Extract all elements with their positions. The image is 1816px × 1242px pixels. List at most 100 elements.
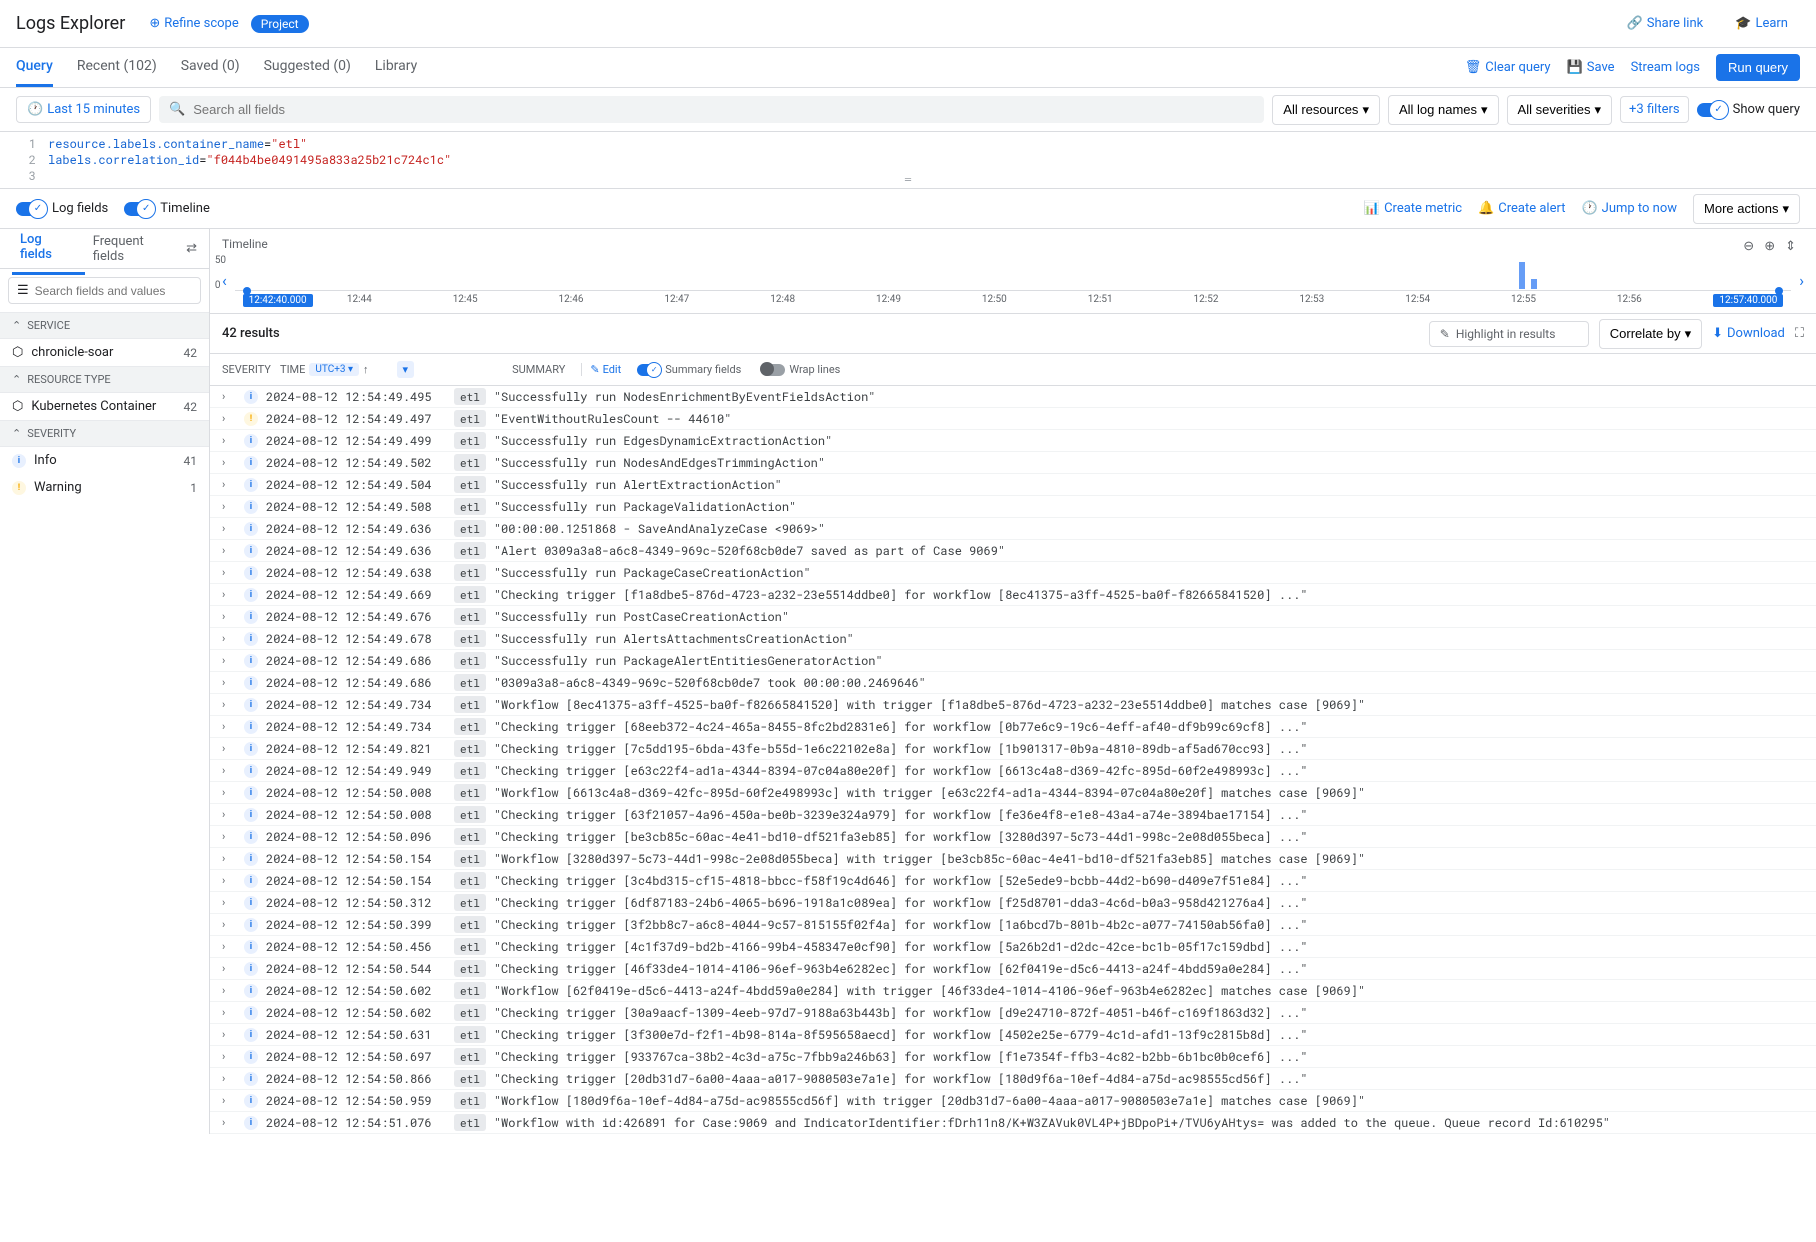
expand-row-icon[interactable]: › bbox=[222, 940, 236, 953]
expand-row-icon[interactable]: › bbox=[222, 500, 236, 513]
tab-query[interactable]: Query bbox=[16, 48, 53, 87]
sidebar-item-warning[interactable]: ! Warning 1 bbox=[0, 474, 209, 501]
correlate-dropdown[interactable]: Correlate by ▾ bbox=[1599, 319, 1702, 349]
expand-row-icon[interactable]: › bbox=[222, 610, 236, 623]
log-row[interactable]: ›i2024-08-12 12:54:50.544etl"Checking tr… bbox=[210, 958, 1816, 980]
summary-fields-toggle[interactable]: Summary fields bbox=[637, 363, 741, 376]
section-resource-type[interactable]: ⌃RESOURCE TYPE bbox=[0, 366, 209, 393]
expand-row-icon[interactable]: › bbox=[222, 1072, 236, 1085]
sidebar-search-input[interactable] bbox=[35, 284, 192, 298]
expand-row-icon[interactable]: › bbox=[222, 1116, 236, 1129]
th-severity[interactable]: SEVERITY bbox=[222, 363, 272, 376]
expand-row-icon[interactable]: › bbox=[222, 566, 236, 579]
log-row[interactable]: ›i2024-08-12 12:54:50.959etl"Workflow [1… bbox=[210, 1090, 1816, 1112]
severities-dropdown[interactable]: All severities ▾ bbox=[1507, 95, 1613, 125]
expand-row-icon[interactable]: › bbox=[222, 852, 236, 865]
log-row[interactable]: ›!2024-08-12 12:54:49.497etl"EventWithou… bbox=[210, 408, 1816, 430]
expand-row-icon[interactable]: › bbox=[222, 786, 236, 799]
expand-row-icon[interactable]: › bbox=[222, 918, 236, 931]
expand-row-icon[interactable]: › bbox=[222, 874, 236, 887]
log-row[interactable]: ›i2024-08-12 12:54:49.678etl"Successfull… bbox=[210, 628, 1816, 650]
log-row[interactable]: ›i2024-08-12 12:54:50.008etl"Workflow [6… bbox=[210, 782, 1816, 804]
expand-row-icon[interactable]: › bbox=[222, 1050, 236, 1063]
log-row[interactable]: ›i2024-08-12 12:54:50.096etl"Checking tr… bbox=[210, 826, 1816, 848]
search-input[interactable] bbox=[193, 102, 1254, 117]
expand-row-icon[interactable]: › bbox=[222, 1006, 236, 1019]
create-alert-button[interactable]: 🔔Create alert bbox=[1478, 201, 1565, 216]
log-fields-toggle[interactable]: Log fields bbox=[16, 201, 108, 216]
edit-summary-button[interactable]: ✎Edit bbox=[581, 363, 621, 376]
timeline-toggle[interactable]: Timeline bbox=[124, 201, 210, 216]
log-row[interactable]: ›i2024-08-12 12:54:50.866etl"Checking tr… bbox=[210, 1068, 1816, 1090]
zoom-in-icon[interactable]: ⊕ bbox=[1764, 239, 1775, 254]
timeline-chart[interactable]: 50 0 12:42:40.000 12:57:40.000 12:4412:4… bbox=[235, 255, 1791, 305]
search-box[interactable]: 🔍 bbox=[159, 96, 1264, 123]
clear-query-button[interactable]: 🗑 Clear query bbox=[1465, 60, 1551, 75]
create-metric-button[interactable]: 📊Create metric bbox=[1364, 201, 1462, 216]
expand-row-icon[interactable]: › bbox=[222, 654, 236, 667]
expand-row-icon[interactable]: › bbox=[222, 830, 236, 843]
expand-row-icon[interactable]: › bbox=[222, 456, 236, 469]
log-row[interactable]: ›i2024-08-12 12:54:50.008etl"Checking tr… bbox=[210, 804, 1816, 826]
tab-suggested[interactable]: Suggested (0) bbox=[264, 48, 351, 87]
stream-logs-button[interactable]: Stream logs bbox=[1631, 60, 1700, 75]
expand-row-icon[interactable]: › bbox=[222, 1028, 236, 1041]
timeline-prev[interactable]: ‹ bbox=[222, 271, 227, 290]
expand-row-icon[interactable]: › bbox=[222, 742, 236, 755]
log-row[interactable]: ›i2024-08-12 12:54:50.602etl"Checking tr… bbox=[210, 1002, 1816, 1024]
download-button[interactable]: ⬇Download bbox=[1712, 326, 1785, 341]
log-row[interactable]: ›i2024-08-12 12:54:49.638etl"Successfull… bbox=[210, 562, 1816, 584]
log-row[interactable]: ›i2024-08-12 12:54:49.495etl"Successfull… bbox=[210, 386, 1816, 408]
section-service[interactable]: ⌃SERVICE bbox=[0, 312, 209, 339]
highlight-input[interactable]: ✎ Highlight in results bbox=[1429, 321, 1589, 347]
more-actions-dropdown[interactable]: More actions ▾ bbox=[1693, 194, 1800, 224]
show-query-toggle[interactable]: Show query bbox=[1697, 102, 1800, 117]
expand-row-icon[interactable]: › bbox=[222, 764, 236, 777]
expand-row-icon[interactable]: › bbox=[222, 720, 236, 733]
expand-icon[interactable]: ⇄ bbox=[186, 241, 197, 256]
expand-row-icon[interactable]: › bbox=[222, 390, 236, 403]
log-row[interactable]: ›i2024-08-12 12:54:50.154etl"Workflow [3… bbox=[210, 848, 1816, 870]
log-row[interactable]: ›i2024-08-12 12:54:50.602etl"Workflow [6… bbox=[210, 980, 1816, 1002]
th-time[interactable]: TIME UTC+3 ▾ ↑ bbox=[280, 363, 369, 376]
section-severity[interactable]: ⌃SEVERITY bbox=[0, 420, 209, 447]
jump-now-button[interactable]: 🕐Jump to now bbox=[1581, 201, 1677, 216]
expand-row-icon[interactable]: › bbox=[222, 984, 236, 997]
learn-link[interactable]: 🎓 Learn bbox=[1735, 16, 1788, 31]
expand-row-icon[interactable]: › bbox=[222, 676, 236, 689]
sidebar-search[interactable]: ☰ bbox=[8, 277, 201, 304]
log-row[interactable]: ›i2024-08-12 12:54:49.669etl"Checking tr… bbox=[210, 584, 1816, 606]
resources-dropdown[interactable]: All resources ▾ bbox=[1272, 95, 1380, 125]
sidebar-item-info[interactable]: i Info 41 bbox=[0, 447, 209, 474]
sidebar-item-resource[interactable]: ⬡ Kubernetes Container 42 bbox=[0, 393, 209, 420]
tab-recent[interactable]: Recent (102) bbox=[77, 48, 157, 87]
expand-row-icon[interactable]: › bbox=[222, 896, 236, 909]
share-link[interactable]: 🔗 Share link bbox=[1627, 16, 1704, 31]
expand-icon[interactable]: ⇕ bbox=[1785, 239, 1796, 254]
fullscreen-icon[interactable]: ⛶ bbox=[1795, 326, 1804, 341]
expand-row-icon[interactable]: › bbox=[222, 478, 236, 491]
log-row[interactable]: ›i2024-08-12 12:54:50.399etl"Checking tr… bbox=[210, 914, 1816, 936]
log-row[interactable]: ›i2024-08-12 12:54:49.504etl"Successfull… bbox=[210, 474, 1816, 496]
log-row[interactable]: ›i2024-08-12 12:54:49.734etl"Checking tr… bbox=[210, 716, 1816, 738]
log-row[interactable]: ›i2024-08-12 12:54:49.734etl"Workflow [8… bbox=[210, 694, 1816, 716]
log-row[interactable]: ›i2024-08-12 12:54:50.312etl"Checking tr… bbox=[210, 892, 1816, 914]
log-row[interactable]: ›i2024-08-12 12:54:49.636etl"00:00:00.12… bbox=[210, 518, 1816, 540]
sidebar-tab-frequent[interactable]: Frequent fields bbox=[85, 224, 186, 274]
log-row[interactable]: ›i2024-08-12 12:54:49.686etl"0309a3a8-a6… bbox=[210, 672, 1816, 694]
log-row[interactable]: ›i2024-08-12 12:54:49.502etl"Successfull… bbox=[210, 452, 1816, 474]
sort-asc-icon[interactable]: ↑ bbox=[363, 363, 369, 376]
save-button[interactable]: 💾 Save bbox=[1567, 60, 1615, 75]
expand-row-icon[interactable]: › bbox=[222, 808, 236, 821]
log-row[interactable]: ›i2024-08-12 12:54:49.636etl"Alert 0309a… bbox=[210, 540, 1816, 562]
log-row[interactable]: ›i2024-08-12 12:54:51.076etl"Workflow wi… bbox=[210, 1112, 1816, 1134]
expand-row-icon[interactable]: › bbox=[222, 698, 236, 711]
sort-indicator[interactable]: ▾ bbox=[397, 361, 415, 378]
query-editor[interactable]: 1resource.labels.container_name="etl" 2l… bbox=[0, 132, 1816, 189]
run-query-button[interactable]: Run query bbox=[1716, 54, 1800, 81]
log-row[interactable]: ›i2024-08-12 12:54:49.821etl"Checking tr… bbox=[210, 738, 1816, 760]
expand-row-icon[interactable]: › bbox=[222, 962, 236, 975]
log-row[interactable]: ›i2024-08-12 12:54:50.154etl"Checking tr… bbox=[210, 870, 1816, 892]
log-row[interactable]: ›i2024-08-12 12:54:49.686etl"Successfull… bbox=[210, 650, 1816, 672]
sidebar-item-service[interactable]: ⬡ chronicle-soar 42 bbox=[0, 339, 209, 366]
